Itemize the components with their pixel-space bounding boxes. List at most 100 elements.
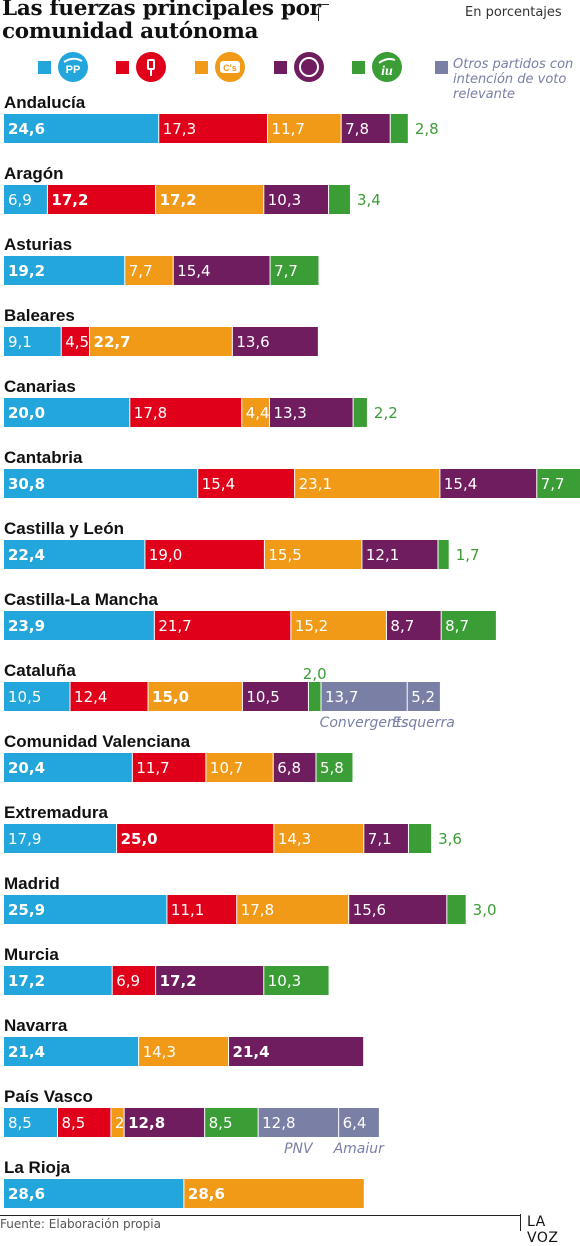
bar-value-label: 4,4	[246, 404, 270, 422]
bar-iu	[270, 256, 319, 285]
bar-iu	[441, 611, 496, 640]
bar-podemos	[273, 753, 316, 782]
bar-value-label: 17,9	[8, 830, 41, 848]
iu-logo-icon: iu	[372, 52, 402, 82]
legend-swatch-otros	[435, 61, 448, 74]
bar-iu	[446, 895, 466, 924]
bar-value-label: 15,2	[295, 617, 328, 635]
bar-psoe	[61, 327, 90, 356]
bar-iu	[408, 824, 432, 853]
bar-podemos	[155, 966, 264, 995]
bar-value-label: 15,4	[444, 475, 477, 493]
bar-podemos	[269, 398, 354, 427]
bar-value-label: 8,5	[209, 1114, 233, 1132]
bar-value-label: 30,8	[8, 475, 45, 493]
bar-value-label: 13,3	[273, 404, 306, 422]
region-label: Navarra	[4, 1016, 68, 1035]
bar-value-label: 17,8	[241, 901, 274, 919]
bar-value-label: 15,4	[202, 475, 235, 493]
region-label: Comunidad Valenciana	[4, 732, 191, 751]
bar-value-label: 17,3	[163, 120, 196, 138]
bar-value-label: 12,1	[366, 546, 399, 564]
bar-value-label: 2,8	[415, 120, 439, 138]
bar-sublabel: PNV	[284, 1141, 314, 1157]
bar-psoe	[166, 895, 237, 924]
bar-cs	[236, 895, 349, 924]
bar-sublabel: Esquerra	[392, 715, 455, 731]
bar-podemos	[341, 114, 391, 143]
bar-value-label: 10,5	[246, 688, 279, 706]
bar-pp	[4, 895, 167, 924]
bar-value-label: 21,4	[233, 1043, 270, 1061]
bar-value-label: 6,8	[277, 759, 301, 777]
bar-iu	[390, 114, 408, 143]
bar-cs	[155, 185, 264, 214]
legend-swatch-cs	[195, 61, 208, 74]
bar-cs	[241, 398, 270, 427]
title-line-1: Las fuerzas principales por	[2, 0, 321, 21]
bar-podemos	[228, 1037, 364, 1066]
bar-value-label: 11,1	[171, 901, 204, 919]
bar-value-label: 25,9	[8, 901, 45, 919]
bar-cs	[148, 682, 243, 711]
bar-value-label: 13,7	[325, 688, 358, 706]
bar-value-label: 7,7	[129, 262, 153, 280]
bar-podemos	[242, 682, 309, 711]
bar-value-label: 21,7	[158, 617, 191, 635]
bar-sublabel: Amaiur	[333, 1141, 386, 1157]
bar-value-label: 14,3	[143, 1043, 176, 1061]
legend-swatch-pp	[38, 61, 51, 74]
legend-label-otros: Otros partidos con intención de voto rel…	[453, 57, 574, 102]
bar-pp	[4, 1179, 184, 1208]
bar-value-label: 6,4	[343, 1114, 367, 1132]
bar-value-label: 17,8	[134, 404, 167, 422]
bar-pp	[4, 469, 198, 498]
bar-podemos	[386, 611, 442, 640]
bar-value-label: 20,4	[8, 759, 45, 777]
iu-logo-text: iu	[381, 64, 393, 79]
bar-cs	[89, 327, 233, 356]
bar-value-label: 12,8	[262, 1114, 295, 1132]
bar-cs	[290, 611, 387, 640]
bar-value-label: 20,0	[8, 404, 45, 422]
bar-cs	[264, 540, 362, 569]
bar-psoe	[70, 682, 149, 711]
bar-iu	[328, 185, 350, 214]
bar-iu	[315, 753, 353, 782]
bar-value-label: 19,0	[149, 546, 182, 564]
legend-swatch-psoe	[116, 61, 129, 74]
bar-value-label: 10,5	[8, 688, 41, 706]
bar-otros	[338, 1108, 379, 1137]
region-label: Andalucía	[4, 93, 86, 112]
bar-value-label: 15,4	[177, 262, 210, 280]
bar-pp	[4, 682, 71, 711]
bar-value-label: 10,3	[268, 191, 301, 209]
bar-cs	[205, 753, 274, 782]
bar-value-label: 12,8	[128, 1114, 165, 1132]
bar-psoe	[129, 398, 242, 427]
region-label: Castilla y León	[4, 519, 124, 538]
bar-iu	[536, 469, 580, 498]
region-label: Madrid	[4, 874, 60, 893]
ciudadanos-logo-icon: C's	[215, 52, 245, 82]
bar-value-label: 12,4	[74, 688, 107, 706]
bar-value-label: 6,9	[8, 191, 32, 209]
bar-psoe	[144, 540, 265, 569]
region-label: Extremadura	[4, 803, 108, 822]
region-label: Canarias	[4, 377, 76, 396]
bar-value-label: 5,8	[320, 759, 344, 777]
bar-value-label: 17,2	[160, 972, 197, 990]
bar-sublabel: Convergents	[320, 715, 409, 731]
bar-value-label: 10,7	[210, 759, 243, 777]
bar-podemos	[363, 824, 409, 853]
pp-logo-icon: PP	[58, 52, 88, 82]
bar-podemos	[124, 1108, 205, 1137]
bar-iu	[353, 398, 367, 427]
bar-value-label: 17,2	[8, 972, 45, 990]
bar-value-label: 2,2	[374, 404, 398, 422]
title-line-2: comunidad autónoma	[2, 19, 259, 44]
region-label: Cantabria	[4, 448, 83, 467]
bar-podemos	[263, 185, 329, 214]
bar-value-label: 7,1	[368, 830, 392, 848]
bar-podemos	[361, 540, 439, 569]
